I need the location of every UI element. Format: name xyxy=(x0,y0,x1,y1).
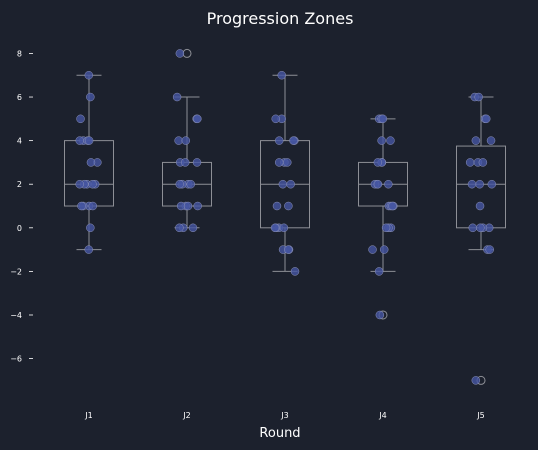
data-point xyxy=(84,245,93,254)
data-point xyxy=(174,136,183,145)
x-tick-label: J2 xyxy=(182,411,190,420)
data-point xyxy=(180,158,190,167)
data-point xyxy=(283,245,293,254)
data-point xyxy=(193,114,202,124)
data-point xyxy=(465,158,475,167)
data-point xyxy=(290,267,300,276)
data-point xyxy=(274,158,284,167)
data-point xyxy=(373,158,383,167)
data-point xyxy=(384,179,393,189)
data-point xyxy=(175,223,184,233)
outlier-marker xyxy=(182,48,192,58)
data-point xyxy=(284,201,293,211)
x-axis-label: Round xyxy=(259,426,300,441)
data-point xyxy=(368,245,377,254)
data-point xyxy=(278,179,288,189)
y-tick-label: −4 xyxy=(10,311,22,320)
data-point xyxy=(478,158,488,167)
x-tick-label: J5 xyxy=(476,411,484,420)
data-point xyxy=(386,136,395,145)
data-point xyxy=(275,136,284,145)
data-point xyxy=(388,201,397,211)
data-point xyxy=(467,179,477,189)
plot-area: −6 −4 −2 0 2 4 6 8 J1 J2 J3 J4 J5 xyxy=(10,48,506,420)
data-point xyxy=(475,179,484,189)
data-point xyxy=(75,179,84,189)
x-tick-label: J4 xyxy=(378,411,386,420)
data-point xyxy=(485,245,494,254)
data-point xyxy=(175,179,184,189)
data-point xyxy=(277,70,286,80)
y-tick-label: 0 xyxy=(17,224,22,233)
data-point xyxy=(88,179,97,189)
y-tick-label: −6 xyxy=(10,355,22,364)
y-tick-label: −2 xyxy=(10,267,22,276)
data-point xyxy=(77,201,86,211)
data-point xyxy=(476,223,485,233)
data-point xyxy=(471,376,481,385)
data-point xyxy=(373,179,383,189)
data-point xyxy=(272,201,282,211)
data-point xyxy=(181,136,191,145)
data-point xyxy=(378,114,388,124)
chart-title: Progression Zones xyxy=(207,9,354,28)
data-point xyxy=(86,158,96,167)
box-iqr xyxy=(64,140,114,207)
data-point xyxy=(475,201,485,211)
data-point xyxy=(374,267,384,276)
x-tick-label: J3 xyxy=(280,411,288,420)
data-point xyxy=(270,223,280,233)
y-tick-label: 4 xyxy=(17,137,22,146)
data-point xyxy=(377,136,386,145)
data-point xyxy=(289,136,298,145)
data-point xyxy=(468,223,478,233)
data-point xyxy=(375,310,385,320)
data-point xyxy=(188,223,198,233)
data-point xyxy=(379,245,389,254)
data-point xyxy=(76,114,85,124)
data-point xyxy=(192,158,202,167)
data-point xyxy=(172,92,182,102)
data-point xyxy=(279,223,289,233)
data-point xyxy=(175,49,185,58)
data-point xyxy=(84,136,94,145)
data-point xyxy=(481,114,491,124)
data-point xyxy=(88,201,98,211)
y-tick-label: 8 xyxy=(17,49,22,58)
data-point xyxy=(474,92,483,102)
data-point xyxy=(75,136,84,145)
y-tick-label: 2 xyxy=(17,180,22,189)
data-point xyxy=(193,201,202,211)
data-point xyxy=(487,179,497,189)
data-point xyxy=(183,201,193,211)
data-point xyxy=(286,179,295,189)
data-point xyxy=(486,136,496,145)
y-tick-label: 6 xyxy=(17,93,22,102)
x-tick-label: J1 xyxy=(84,411,92,420)
data-point xyxy=(271,114,281,124)
data-point xyxy=(86,223,95,233)
data-point xyxy=(84,70,94,80)
data-point xyxy=(186,179,196,189)
data-point xyxy=(86,92,95,102)
data-point xyxy=(381,223,391,233)
data-point xyxy=(283,158,292,167)
data-point xyxy=(471,136,481,145)
